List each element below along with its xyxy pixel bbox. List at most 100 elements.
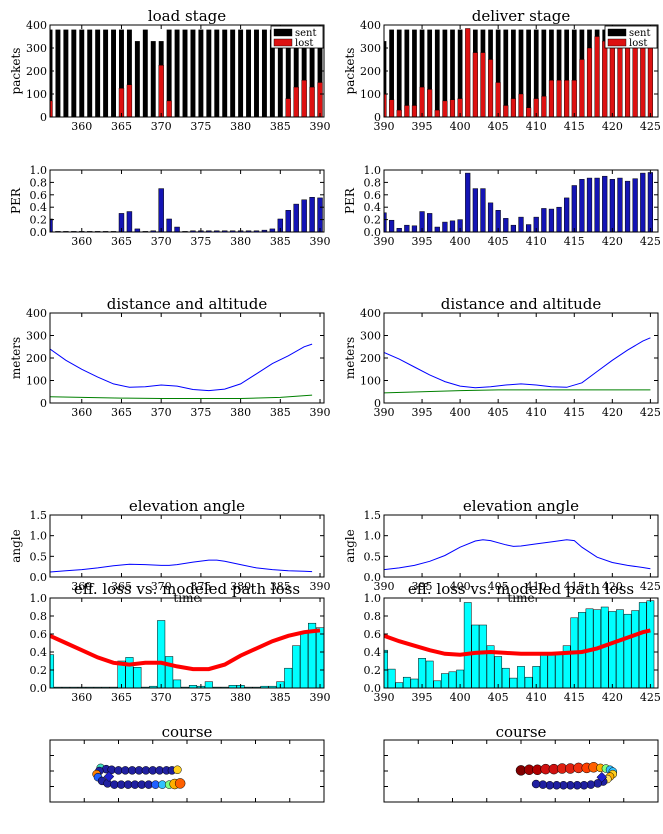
plot-area bbox=[384, 28, 653, 117]
bar bbox=[174, 226, 180, 232]
bar bbox=[532, 666, 541, 688]
chart-deliver_packets: 390 395 400 405 410 415 420 425 0 100 200 300 400 del… bbox=[343, 7, 661, 133]
position-marker bbox=[596, 771, 608, 783]
y-tick-label: 400 bbox=[360, 307, 381, 320]
bar bbox=[501, 667, 510, 688]
bar-sent bbox=[190, 29, 196, 117]
bar-lost bbox=[389, 99, 395, 117]
bar bbox=[457, 219, 463, 232]
x-tick-label: 360 bbox=[71, 235, 92, 248]
chart-title: eff. loss vs. modeled path loss bbox=[74, 580, 300, 598]
x-tick-label: 405 bbox=[488, 406, 509, 419]
x-tick-label: 385 bbox=[270, 580, 291, 593]
x-tick-label: 380 bbox=[230, 235, 251, 248]
bar bbox=[284, 667, 293, 688]
y-axis-label: meters bbox=[343, 337, 357, 379]
legend-swatch-lost bbox=[273, 38, 293, 47]
bar-lost bbox=[293, 86, 299, 117]
x-tick-label: 395 bbox=[412, 406, 433, 419]
bar bbox=[608, 611, 617, 688]
axes-frame bbox=[383, 514, 659, 578]
bar bbox=[442, 221, 448, 232]
bar-sent bbox=[95, 29, 101, 117]
x-tick-label: 360 bbox=[71, 691, 92, 704]
bar-sent bbox=[564, 29, 570, 117]
plot-area bbox=[50, 559, 313, 573]
axes-frame bbox=[49, 597, 325, 689]
legend-label-sent: sent bbox=[629, 28, 651, 39]
x-tick-label: 420 bbox=[602, 406, 623, 419]
bar-lost bbox=[472, 52, 478, 117]
y-tick-label: 0 bbox=[374, 397, 381, 410]
y-tick-label: 1.0 bbox=[30, 164, 48, 177]
bar bbox=[640, 172, 646, 232]
y-tick-label: 0.8 bbox=[30, 610, 48, 623]
bar bbox=[158, 188, 164, 232]
legend-label-lost: lost bbox=[629, 38, 647, 49]
bar-sent bbox=[404, 29, 410, 117]
bar-lost bbox=[495, 82, 501, 117]
bar-sent bbox=[556, 29, 562, 117]
x-tick-label: 395 bbox=[412, 580, 433, 593]
x-tick-label: 400 bbox=[450, 580, 471, 593]
plot-area bbox=[384, 172, 653, 232]
bar-sent bbox=[206, 29, 212, 117]
bar bbox=[509, 677, 518, 688]
bar-lost bbox=[594, 36, 600, 117]
series-line bbox=[384, 389, 651, 394]
x-tick-label: 395 bbox=[412, 120, 433, 133]
plot-area bbox=[384, 600, 655, 688]
bar bbox=[173, 679, 182, 688]
y-tick-label: 0.8 bbox=[364, 610, 382, 623]
y-tick-label: 0.4 bbox=[30, 646, 48, 659]
y-tick-label: 100 bbox=[26, 375, 47, 388]
y-axis-label: PER bbox=[343, 187, 357, 214]
bar-sent bbox=[412, 29, 417, 117]
chart-title: course bbox=[162, 723, 213, 741]
bar bbox=[472, 188, 478, 232]
y-tick-label: 1.0 bbox=[364, 592, 382, 605]
x-tick-label: 380 bbox=[230, 691, 251, 704]
bar bbox=[308, 622, 317, 688]
bar-sent bbox=[126, 29, 132, 117]
bar bbox=[548, 208, 555, 232]
bar bbox=[316, 627, 324, 688]
plot-area bbox=[384, 337, 651, 394]
bar-sent bbox=[103, 29, 109, 117]
x-tick-label: 415 bbox=[564, 235, 585, 248]
bar bbox=[524, 676, 533, 688]
bar bbox=[586, 177, 593, 232]
bar bbox=[486, 645, 495, 688]
x-tick-label: 385 bbox=[270, 406, 291, 419]
x-tick-label: 395 bbox=[412, 235, 433, 248]
y-tick-label: 0.4 bbox=[364, 646, 382, 659]
x-tick-label: 405 bbox=[488, 580, 509, 593]
x-tick-label: 400 bbox=[450, 406, 471, 419]
bar-sent bbox=[526, 29, 531, 117]
bar-sent bbox=[309, 29, 315, 117]
y-tick-label: 1.5 bbox=[364, 509, 382, 522]
bar-sent bbox=[533, 29, 539, 117]
bar bbox=[389, 219, 395, 232]
x-tick-label: 390 bbox=[310, 580, 331, 593]
bar-sent bbox=[246, 29, 252, 117]
y-tick-label: 300 bbox=[360, 330, 381, 343]
y-tick-label: 300 bbox=[26, 330, 47, 343]
bar-sent bbox=[285, 29, 291, 117]
y-tick-label: 200 bbox=[360, 352, 381, 365]
x-tick-label: 380 bbox=[230, 580, 251, 593]
bar bbox=[480, 188, 486, 232]
y-tick-label: 0.6 bbox=[30, 628, 48, 641]
bar bbox=[503, 218, 509, 232]
y-tick-label: 400 bbox=[26, 19, 47, 32]
bar-lost bbox=[396, 109, 402, 117]
bar bbox=[487, 202, 494, 232]
bar-sent bbox=[427, 29, 433, 117]
x-tick-label: 390 bbox=[310, 235, 331, 248]
x-tick-label: 420 bbox=[602, 235, 623, 248]
x-tick-label: 370 bbox=[151, 235, 172, 248]
bar bbox=[433, 680, 442, 688]
bar-sent bbox=[142, 29, 148, 117]
x-tick-label: 375 bbox=[190, 580, 211, 593]
